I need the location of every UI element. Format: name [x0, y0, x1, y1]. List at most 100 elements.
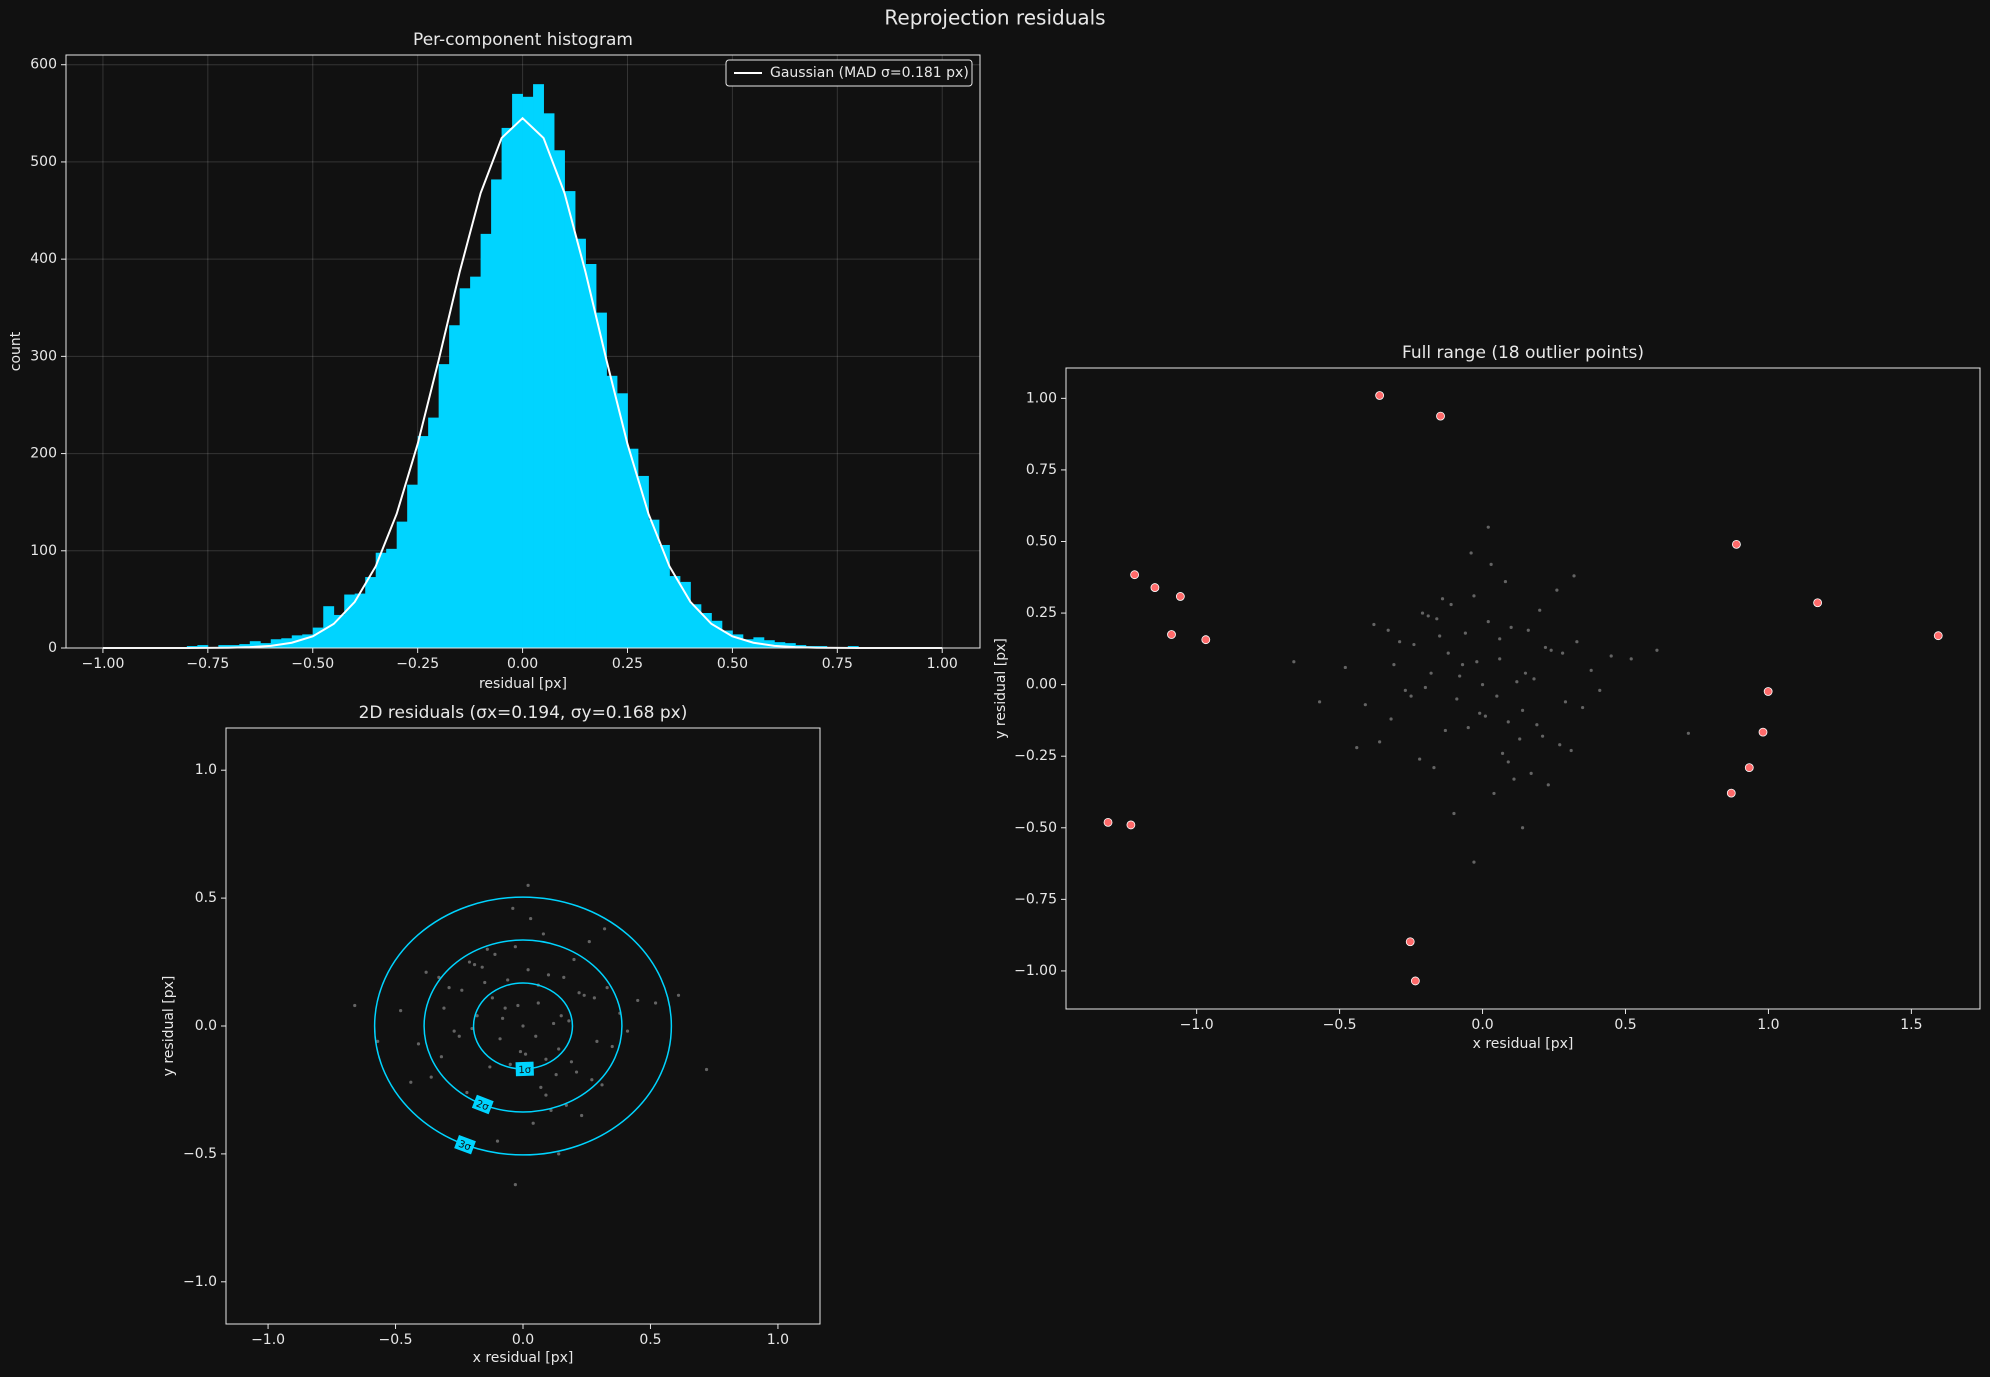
residual-point — [529, 916, 533, 921]
residual-point — [546, 973, 551, 977]
y-axis-label: y residual [px] — [161, 976, 177, 1077]
legend-label: Gaussian (MAD σ=0.181 px) — [770, 65, 969, 81]
x-tick-label: 0.25 — [612, 656, 643, 672]
residual-point — [1363, 703, 1367, 707]
residual-point — [376, 1039, 380, 1043]
residual-point — [1581, 705, 1585, 710]
contour-label-group: 3σ — [454, 1134, 476, 1155]
residual-point — [1378, 740, 1382, 744]
residual-point — [1589, 668, 1593, 672]
residual-point — [1500, 751, 1505, 755]
residual-point — [429, 1075, 433, 1079]
x-tick-label: 1.5 — [1900, 1017, 1922, 1033]
residual-point — [1498, 657, 1502, 661]
residual-point — [523, 1052, 528, 1056]
residual-point — [1532, 677, 1536, 681]
x-tick-label: 0.50 — [717, 656, 748, 672]
histogram-bar — [554, 150, 565, 648]
residual-point — [442, 1006, 446, 1010]
residual-point — [653, 1001, 658, 1005]
histogram-bar — [459, 288, 471, 648]
histogram-bar — [228, 645, 240, 648]
residual-point — [1432, 766, 1436, 770]
residual-point — [1475, 660, 1479, 664]
residual-point — [602, 927, 607, 931]
residual-point — [475, 1014, 479, 1018]
residual-point — [1609, 654, 1613, 658]
contour-label-box — [454, 1134, 476, 1155]
x-tick-label: −0.25 — [396, 656, 439, 672]
histogram-bar — [407, 484, 419, 648]
residual-point — [472, 963, 477, 967]
y-tick-label: −0.25 — [1014, 748, 1057, 764]
residual-point — [1386, 628, 1390, 632]
residual-point — [1495, 694, 1499, 698]
residual-point — [452, 1029, 456, 1033]
histogram-bar — [354, 593, 366, 648]
residual-point — [1449, 602, 1453, 607]
residual-point — [424, 970, 428, 974]
residual-point — [704, 1067, 709, 1072]
outlier-point — [1175, 592, 1185, 601]
residual-point — [1455, 697, 1459, 701]
y-tick-label: 500 — [30, 154, 57, 170]
residual-point — [480, 965, 484, 969]
residual-point — [574, 1070, 579, 1074]
outlier-point — [1375, 391, 1385, 400]
residual-point — [1292, 660, 1296, 664]
x-axis-label: x residual [px] — [1473, 1036, 1574, 1052]
residual-point — [1492, 791, 1496, 796]
residual-point — [526, 883, 530, 887]
residual-point — [1472, 594, 1476, 598]
histogram-bar — [606, 375, 618, 648]
residual-point — [513, 945, 517, 949]
outlier-point — [1933, 631, 1943, 641]
residual-point — [1489, 562, 1493, 566]
histogram-bar — [480, 233, 492, 648]
axis-title: Full range (18 outlier points) — [1402, 343, 1644, 363]
residual-point — [1452, 811, 1456, 816]
residual-point — [1372, 622, 1376, 627]
residual-point — [1540, 734, 1545, 738]
residual-point — [498, 1037, 502, 1041]
contour-label: 3σ — [457, 1139, 473, 1154]
residual-point — [1423, 685, 1427, 690]
residual-point — [521, 1024, 525, 1028]
residual-point — [399, 1009, 403, 1013]
residual-point — [1403, 688, 1407, 692]
residual-point — [595, 1039, 599, 1043]
outlier-point — [1410, 976, 1420, 986]
residual-point — [513, 1182, 517, 1187]
axis-title: 2D residuals (σx=0.194, σy=0.168 px) — [359, 703, 688, 723]
contour-label-box — [515, 1061, 534, 1077]
x-tick-label: −0.75 — [186, 656, 229, 672]
x-tick-label: 0.5 — [1614, 1017, 1636, 1033]
residual-point — [1435, 617, 1439, 621]
residual-point — [582, 993, 586, 997]
residual-point — [1506, 720, 1510, 724]
x-tick-label: −1.00 — [81, 656, 124, 672]
histogram-bar — [721, 630, 733, 648]
residual-point — [1598, 688, 1602, 692]
outlier-point — [1103, 817, 1113, 827]
y-tick-label: −0.75 — [1014, 891, 1057, 907]
contour-label: 2σ — [474, 1098, 490, 1113]
y-tick-label: −0.50 — [1014, 820, 1057, 836]
residual-point — [1486, 620, 1490, 624]
y-tick-label: −1.0 — [183, 1274, 217, 1290]
residual-point — [1572, 574, 1576, 578]
residual-point — [416, 1042, 421, 1046]
histogram-bar — [658, 544, 670, 648]
x-tick-label: 0.0 — [1471, 1017, 1493, 1033]
residual-point — [1529, 771, 1533, 775]
contour-label-box — [471, 1094, 494, 1115]
histogram-bar — [690, 604, 702, 648]
histogram-bar — [742, 639, 754, 648]
residual-point — [531, 1121, 535, 1125]
residual-point — [1478, 711, 1482, 715]
axis-title: Per-component histogram — [413, 30, 633, 50]
histogram-bar — [365, 577, 377, 648]
histogram-bar — [396, 521, 408, 648]
residual-point — [554, 1073, 558, 1077]
residual-point — [1483, 714, 1488, 718]
